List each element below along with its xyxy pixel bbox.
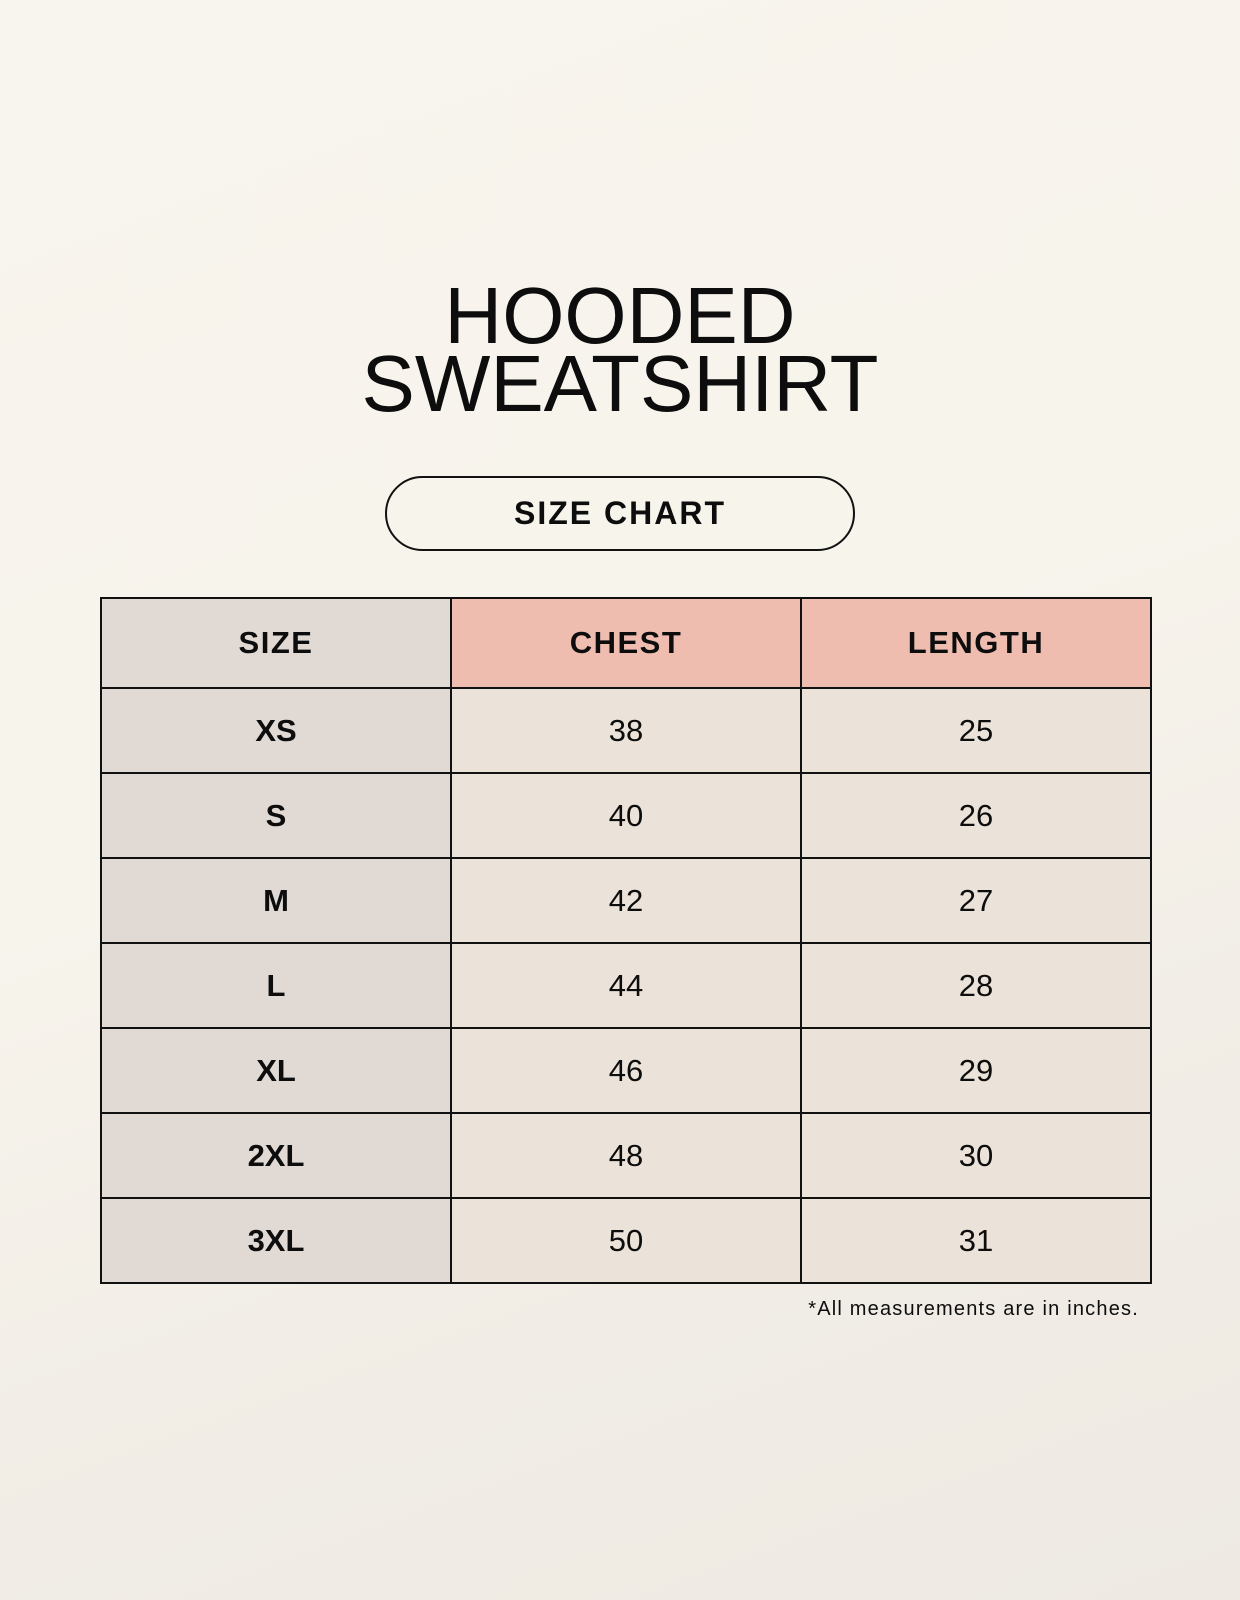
- title-line-1: HOODED: [444, 271, 796, 360]
- size-cell: XL: [100, 1027, 452, 1114]
- length-cell: 30: [800, 1112, 1152, 1199]
- size-cell: M: [100, 857, 452, 944]
- header-row: SIZE CHEST LENGTH: [100, 597, 1152, 689]
- size-cell: L: [100, 942, 452, 1029]
- table-row: 2XL 48 30: [100, 1112, 1152, 1199]
- length-cell: 28: [800, 942, 1152, 1029]
- size-cell: 3XL: [100, 1197, 452, 1284]
- page-title: HOODED SWEATSHIRT: [0, 271, 1240, 428]
- size-chart-label: SIZE CHART: [385, 476, 855, 551]
- chest-cell: 42: [450, 857, 802, 944]
- length-cell: 27: [800, 857, 1152, 944]
- length-cell: 29: [800, 1027, 1152, 1114]
- chest-cell: 46: [450, 1027, 802, 1114]
- chest-cell: 48: [450, 1112, 802, 1199]
- length-cell: 31: [800, 1197, 1152, 1284]
- table-row: XS 38 25: [100, 687, 1152, 774]
- header-length: LENGTH: [800, 597, 1152, 689]
- length-cell: 26: [800, 772, 1152, 859]
- header-chest: CHEST: [450, 597, 802, 689]
- header-size: SIZE: [100, 597, 452, 689]
- chest-cell: 40: [450, 772, 802, 859]
- table-row: S 40 26: [100, 772, 1152, 859]
- table-row: M 42 27: [100, 857, 1152, 944]
- table-row: L 44 28: [100, 942, 1152, 1029]
- size-cell: 2XL: [100, 1112, 452, 1199]
- chest-cell: 44: [450, 942, 802, 1029]
- size-cell: S: [100, 772, 452, 859]
- size-cell: XS: [100, 687, 452, 774]
- table-row: XL 46 29: [100, 1027, 1152, 1114]
- title-line-2: SWEATSHIRT: [361, 339, 879, 428]
- chest-cell: 38: [450, 687, 802, 774]
- chest-cell: 50: [450, 1197, 802, 1284]
- length-cell: 25: [800, 687, 1152, 774]
- table-row: 3XL 50 31: [100, 1197, 1152, 1284]
- footnote: *All measurements are in inches.: [808, 1298, 1139, 1320]
- size-table: SIZE CHEST LENGTH XS 38 25 S 40 26 M 42 27 L 44 28 X…: [100, 597, 1152, 1284]
